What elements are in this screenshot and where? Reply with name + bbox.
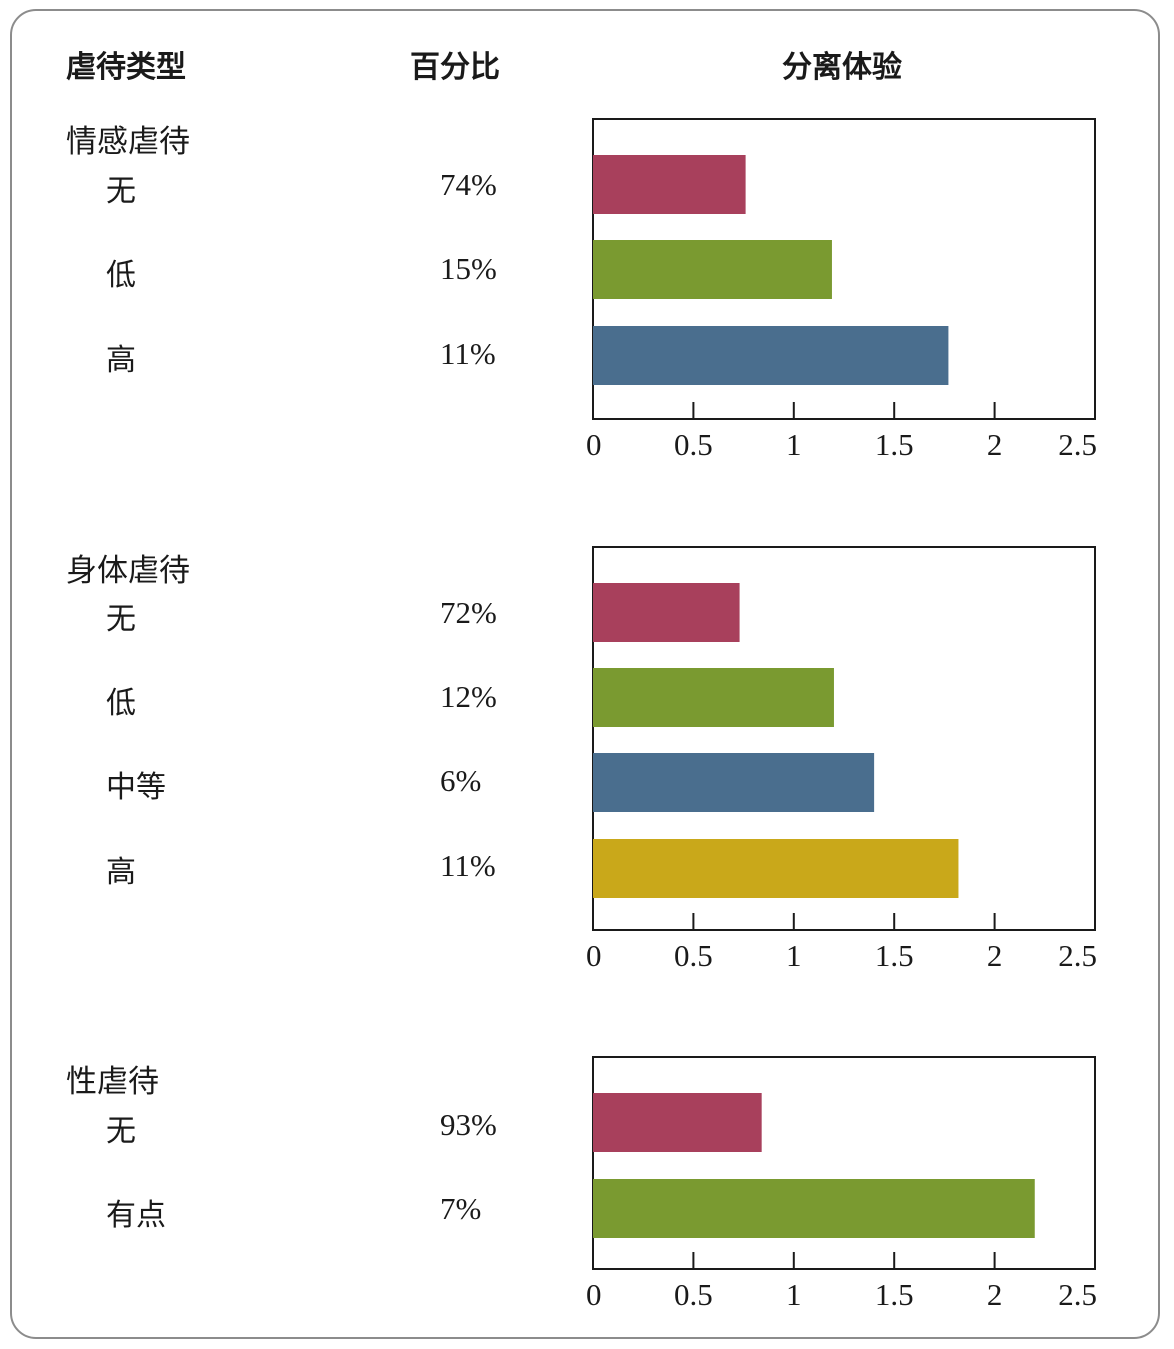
group-title-sexual: 性虐待 xyxy=(66,1064,159,1100)
bar xyxy=(593,240,832,299)
row-percentage: 7% xyxy=(440,1191,482,1226)
row-label: 低 xyxy=(106,686,136,721)
plot-frame xyxy=(592,546,1096,931)
header-abuse-type: 虐待类型 xyxy=(66,50,186,85)
row-percentage: 11% xyxy=(440,336,496,371)
plot-frame xyxy=(592,1056,1096,1270)
row-label: 无 xyxy=(106,602,136,637)
row-label: 无 xyxy=(106,174,136,209)
row-percentage: 72% xyxy=(440,595,497,630)
row-label: 低 xyxy=(106,258,136,293)
x-tick-label: 2 xyxy=(987,1277,1003,1312)
x-tick-label: 1.5 xyxy=(875,938,914,973)
row-label: 有点 xyxy=(106,1198,166,1233)
bar xyxy=(593,583,740,642)
bar xyxy=(593,326,949,385)
x-tick-label: 2.5 xyxy=(1058,938,1097,973)
header-percentage: 百分比 xyxy=(410,50,500,85)
bar xyxy=(593,839,959,898)
row-percentage: 74% xyxy=(440,167,497,202)
x-tick-label: 2 xyxy=(987,427,1003,462)
x-tick-label: 0 xyxy=(586,427,602,462)
group-title-physical: 身体虐待 xyxy=(66,553,190,589)
x-tick-label: 2 xyxy=(987,938,1003,973)
row-label: 中等 xyxy=(106,770,166,805)
x-tick-label: 0.5 xyxy=(674,938,713,973)
row-label: 无 xyxy=(106,1114,136,1149)
x-tick-label: 1 xyxy=(786,1277,802,1312)
x-tick-label: 0 xyxy=(586,938,602,973)
x-tick-label: 1.5 xyxy=(875,427,914,462)
row-percentage: 15% xyxy=(440,251,497,286)
figure-frame xyxy=(10,9,1160,1339)
row-label: 高 xyxy=(106,343,136,378)
x-tick-label: 2.5 xyxy=(1058,1277,1097,1312)
row-percentage: 6% xyxy=(440,763,482,798)
bar xyxy=(593,1093,762,1152)
bar xyxy=(593,668,834,727)
row-percentage: 11% xyxy=(440,848,496,883)
row-percentage: 12% xyxy=(440,679,497,714)
x-tick-label: 1 xyxy=(786,427,802,462)
bar xyxy=(593,753,875,812)
x-tick-label: 1.5 xyxy=(875,1277,914,1312)
x-tick-label: 1 xyxy=(786,938,802,973)
bar xyxy=(593,155,746,214)
x-tick-label: 0.5 xyxy=(674,1277,713,1312)
bar xyxy=(593,1179,1035,1238)
x-tick-label: 0 xyxy=(586,1277,602,1312)
x-tick-label: 2.5 xyxy=(1058,427,1097,462)
row-label: 高 xyxy=(106,855,136,890)
x-tick-label: 0.5 xyxy=(674,427,713,462)
group-title-emotional: 情感虐待 xyxy=(66,124,190,160)
row-percentage: 93% xyxy=(440,1107,497,1142)
header-dissociation: 分离体验 xyxy=(782,50,902,85)
